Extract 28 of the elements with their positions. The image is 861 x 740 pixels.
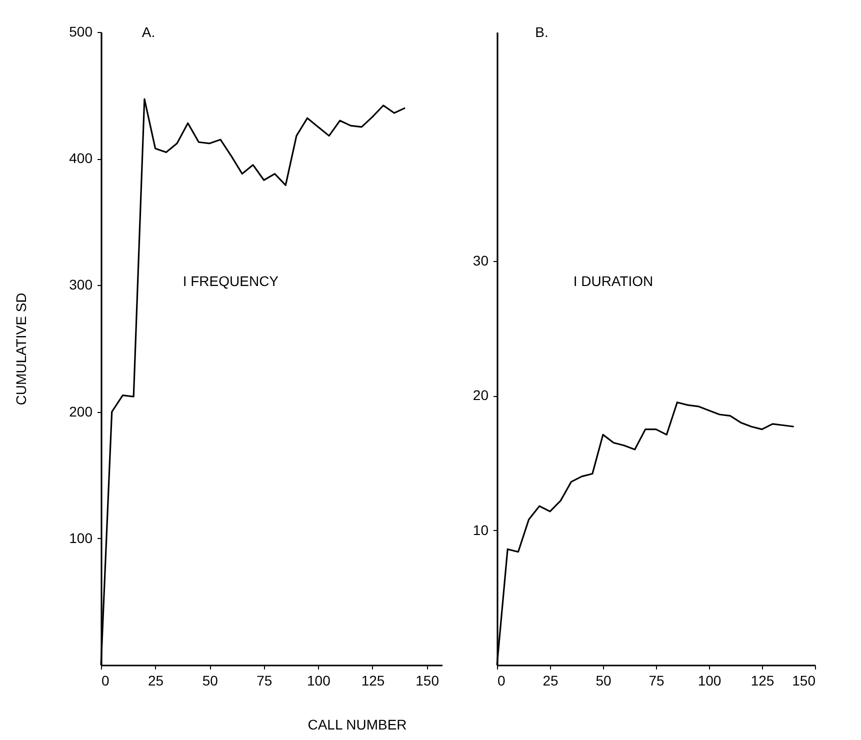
x-tick-label: 75 bbox=[256, 672, 272, 688]
annotation: I FREQUENCY bbox=[182, 273, 280, 290]
chart-title: A. bbox=[142, 24, 156, 40]
y-tick-label: 10 bbox=[472, 522, 489, 538]
x-tick-label: 25 bbox=[542, 672, 558, 688]
x-tick-label: 125 bbox=[361, 672, 385, 688]
annotation: I DURATION bbox=[573, 273, 654, 290]
x-tick-label: 150 bbox=[416, 672, 440, 688]
x-tick-label: 150 bbox=[792, 672, 816, 688]
y-tick-label: 300 bbox=[69, 276, 93, 293]
x-tick-label: 100 bbox=[307, 672, 331, 688]
x-tick-label: 75 bbox=[648, 672, 664, 688]
y-tick-label: 20 bbox=[472, 387, 489, 404]
y-tick-label: 30 bbox=[472, 252, 489, 268]
y-axis-title: CUMULATIVE SD bbox=[13, 292, 30, 406]
x-tick-label: 50 bbox=[596, 672, 612, 688]
x-tick-label: 100 bbox=[698, 672, 722, 688]
x-tick-label: 0 bbox=[102, 672, 110, 688]
x-tick-label: 25 bbox=[148, 672, 164, 688]
x-tick-label: 0 bbox=[498, 672, 506, 688]
chart-title: B. bbox=[535, 24, 548, 40]
x-axis-title: CALL NUMBER bbox=[308, 716, 407, 732]
x-tick-label: 50 bbox=[202, 672, 218, 688]
y-tick-label: 100 bbox=[69, 530, 93, 546]
y-tick-label: 200 bbox=[69, 403, 93, 420]
y-tick-label: 400 bbox=[69, 150, 93, 166]
x-tick-label: 125 bbox=[750, 672, 774, 688]
y-tick-label: 500 bbox=[69, 24, 93, 40]
